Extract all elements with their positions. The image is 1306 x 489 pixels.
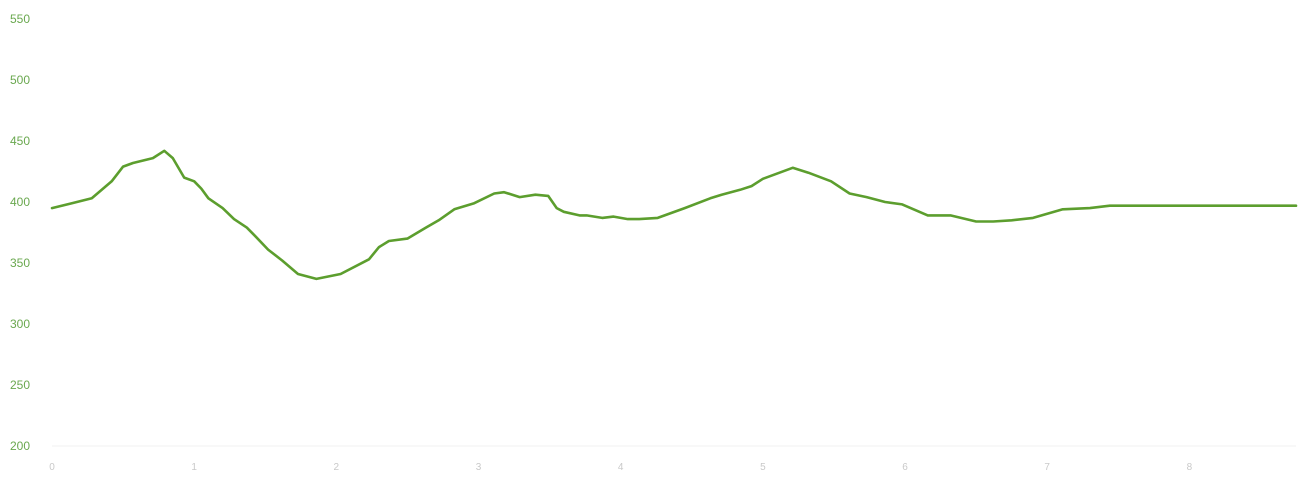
series-layer bbox=[50, 149, 1298, 281]
x-axis: 0 1 2 3 4 5 6 7 8 bbox=[49, 462, 1192, 473]
x-tick-label-0: 0 bbox=[49, 462, 55, 473]
y-tick-label-300: 300 bbox=[10, 317, 30, 331]
y-tick-label-500: 500 bbox=[10, 73, 30, 87]
y-tick-label-250: 250 bbox=[10, 378, 30, 392]
y-tick-label-200: 200 bbox=[10, 439, 30, 453]
x-tick-label-2: 2 bbox=[334, 462, 340, 473]
x-tick-label-8: 8 bbox=[1187, 462, 1193, 473]
x-tick-label-7: 7 bbox=[1044, 462, 1050, 473]
elevation-series-line bbox=[50, 149, 1298, 281]
y-tick-label-400: 400 bbox=[10, 195, 30, 209]
x-tick-label-3: 3 bbox=[476, 462, 482, 473]
x-tick-label-5: 5 bbox=[760, 462, 766, 473]
x-tick-label-4: 4 bbox=[618, 462, 624, 473]
y-tick-label-550: 550 bbox=[10, 12, 30, 26]
x-tick-label-1: 1 bbox=[191, 462, 197, 473]
x-tick-label-6: 6 bbox=[902, 462, 908, 473]
y-axis: 200 250 300 350 400 450 500 550 bbox=[10, 12, 30, 453]
y-tick-label-350: 350 bbox=[10, 256, 30, 270]
y-tick-label-450: 450 bbox=[10, 134, 30, 148]
